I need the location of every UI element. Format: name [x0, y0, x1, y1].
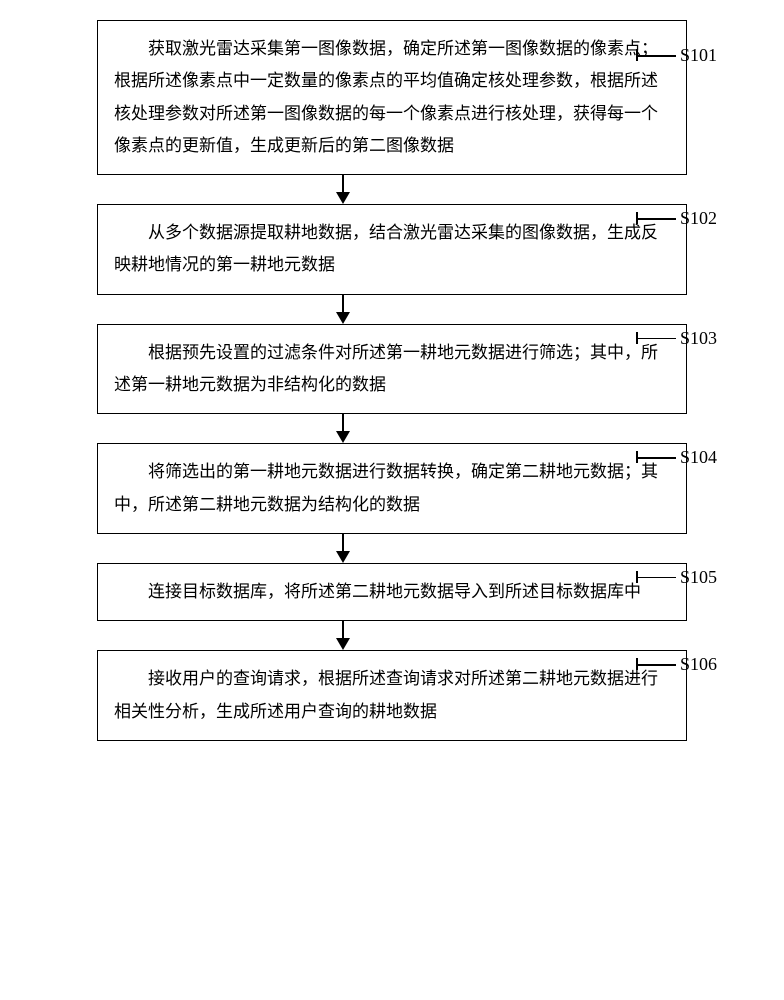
step-label-6: S106 — [680, 654, 717, 675]
arrow-head-icon — [336, 551, 350, 563]
label-tick — [636, 451, 638, 463]
label-connector-line — [636, 457, 676, 459]
step-box-3: 根据预先设置的过滤条件对所述第一耕地元数据进行筛选；其中，所述第一耕地元数据为非… — [97, 324, 687, 415]
label-connector-line — [636, 55, 676, 57]
label-connector-line — [636, 338, 676, 340]
label-tick — [636, 658, 638, 670]
label-connector-line — [636, 577, 676, 579]
arrow-line — [342, 175, 344, 193]
step-row-1: 获取激光雷达采集第一图像数据，确定所述第一图像数据的像素点；根据所述像素点中一定… — [0, 20, 784, 175]
step-row-5: 连接目标数据库，将所述第二耕地元数据导入到所述目标数据库中 S105 — [0, 563, 784, 621]
step-text: 根据预先设置的过滤条件对所述第一耕地元数据进行筛选；其中，所述第一耕地元数据为非… — [114, 343, 658, 394]
arrow-line — [342, 621, 344, 639]
arrow-head-icon — [336, 312, 350, 324]
label-tick — [636, 332, 638, 344]
arrow-line — [342, 295, 344, 313]
label-connector-line — [636, 664, 676, 666]
arrow-head-icon — [336, 638, 350, 650]
label-connector-line — [636, 218, 676, 220]
step-row-6: 接收用户的查询请求，根据所述查询请求对所述第二耕地元数据进行相关性分析，生成所述… — [0, 650, 784, 741]
step-label-2: S102 — [680, 208, 717, 229]
label-tick — [636, 49, 638, 61]
step-box-5: 连接目标数据库，将所述第二耕地元数据导入到所述目标数据库中 — [97, 563, 687, 621]
step-box-4: 将筛选出的第一耕地元数据进行数据转换，确定第二耕地元数据；其中，所述第二耕地元数… — [97, 443, 687, 534]
step-box-2: 从多个数据源提取耕地数据，结合激光雷达采集的图像数据，生成反映耕地情况的第一耕地… — [97, 204, 687, 295]
step-text: 将筛选出的第一耕地元数据进行数据转换，确定第二耕地元数据；其中，所述第二耕地元数… — [114, 462, 658, 513]
step-label-1: S101 — [680, 45, 717, 66]
step-label-5: S105 — [680, 567, 717, 588]
label-tick — [636, 571, 638, 583]
step-label-4: S104 — [680, 447, 717, 468]
step-row-3: 根据预先设置的过滤条件对所述第一耕地元数据进行筛选；其中，所述第一耕地元数据为非… — [0, 324, 784, 415]
step-text: 接收用户的查询请求，根据所述查询请求对所述第二耕地元数据进行相关性分析，生成所述… — [114, 669, 658, 720]
label-tick — [636, 212, 638, 224]
arrow-head-icon — [336, 431, 350, 443]
step-text: 从多个数据源提取耕地数据，结合激光雷达采集的图像数据，生成反映耕地情况的第一耕地… — [114, 223, 658, 274]
step-row-2: 从多个数据源提取耕地数据，结合激光雷达采集的图像数据，生成反映耕地情况的第一耕地… — [0, 204, 784, 295]
arrow-line — [342, 414, 344, 432]
step-text: 获取激光雷达采集第一图像数据，确定所述第一图像数据的像素点；根据所述像素点中一定… — [114, 39, 658, 155]
step-text: 连接目标数据库，将所述第二耕地元数据导入到所述目标数据库中 — [114, 582, 641, 601]
step-box-6: 接收用户的查询请求，根据所述查询请求对所述第二耕地元数据进行相关性分析，生成所述… — [97, 650, 687, 741]
step-label-3: S103 — [680, 328, 717, 349]
arrow-line — [342, 534, 344, 552]
step-row-4: 将筛选出的第一耕地元数据进行数据转换，确定第二耕地元数据；其中，所述第二耕地元数… — [0, 443, 784, 534]
flowchart-container: 获取激光雷达采集第一图像数据，确定所述第一图像数据的像素点；根据所述像素点中一定… — [0, 20, 784, 741]
arrow-head-icon — [336, 192, 350, 204]
step-box-1: 获取激光雷达采集第一图像数据，确定所述第一图像数据的像素点；根据所述像素点中一定… — [97, 20, 687, 175]
